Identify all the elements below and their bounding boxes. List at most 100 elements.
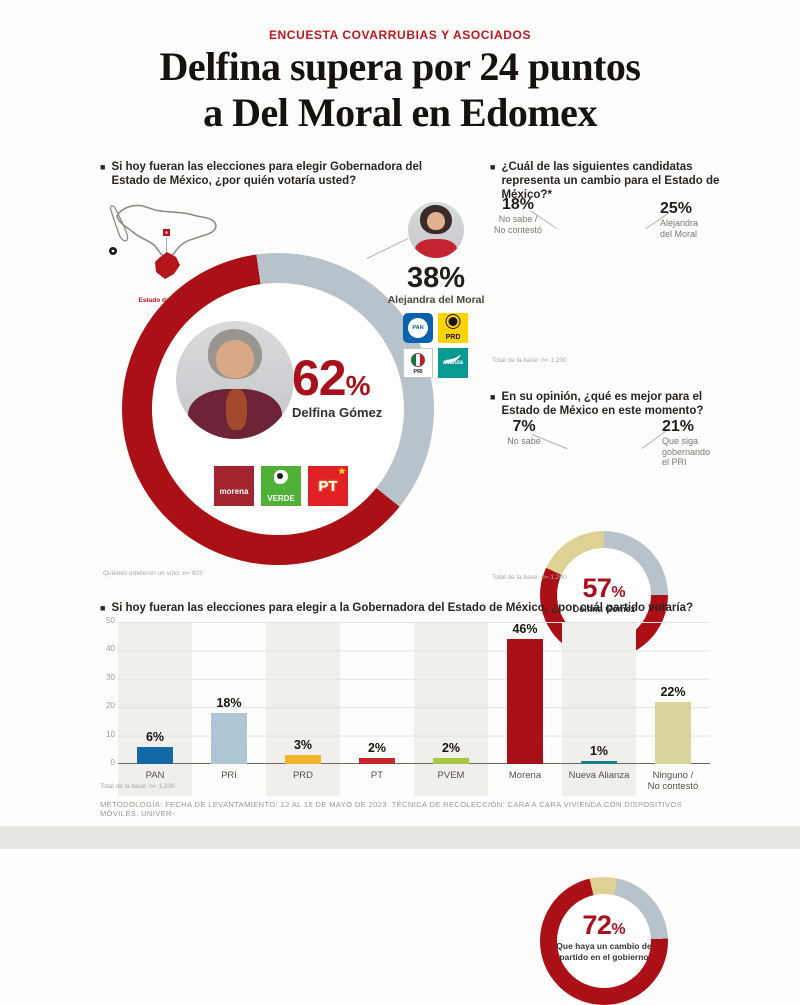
- bar-value-label: 22%: [660, 684, 686, 699]
- center-percentage: 57: [582, 573, 612, 603]
- bar-morena: [507, 639, 543, 764]
- delfina-coalition-logos: morena VERDE ★ PT: [214, 466, 348, 506]
- bar-column-nueva-alianza: 1%: [562, 622, 636, 764]
- bar-column-morena: 46%: [488, 622, 562, 764]
- bar-pt: [359, 758, 395, 764]
- callout-siga-pri: 21% Que siga gobernando el PRI: [662, 418, 732, 468]
- question-text: En su opinión, ¿qué es mejor para el Est…: [501, 391, 704, 417]
- callout-label: Que siga gobernando el PRI: [662, 436, 711, 467]
- question-text: Si hoy fueran las elecciones para elegir…: [111, 602, 694, 614]
- prd-logo-icon: PRD: [438, 313, 468, 343]
- x-axis-label: PAN: [145, 770, 165, 781]
- donut-center-stats: 72% Que haya un cambio de partido en el …: [549, 910, 659, 963]
- methodology-text: METODOLOGÍA: FECHA DE LEVANTAMIENTO: 12 …: [100, 800, 682, 818]
- x-axis-label: Nueva Alianza: [568, 770, 630, 781]
- title-line-1: Delfina supera por 24 puntos: [159, 44, 641, 89]
- footnote-q1: Quienes emitieron un voto: n= 923: [103, 570, 203, 577]
- party-bar-chart: 50 40 30 20 10 0 6% 18% 3% 2% 2% 46% 1% …: [106, 616, 710, 798]
- y-axis-tick: 50: [106, 616, 115, 625]
- nueva-alianza-logo-icon: alianza: [438, 348, 468, 378]
- question-party-vote: ■ Si hoy fueran las elecciones para eleg…: [100, 601, 720, 615]
- callout-no-sabe: 18% No sabe / No contestó: [488, 196, 548, 235]
- callout-label: No sabe: [507, 436, 541, 446]
- callout-percentage: 7%: [512, 418, 536, 435]
- x-axis-label: Morena: [508, 770, 542, 781]
- page-bottom-edge: [0, 826, 800, 849]
- percent-sign: %: [611, 921, 626, 938]
- pan-logo-icon: PAN: [403, 313, 433, 343]
- alejandra-del-moral-photo: [408, 202, 464, 258]
- square-bullet-icon: ■: [100, 162, 106, 172]
- main-percentage: 62: [292, 350, 347, 406]
- moral-coalition-logos: PAN PRD PRI alianza: [403, 313, 469, 378]
- mexico-outline-icon: [109, 204, 217, 279]
- callout-del-moral: 25% Alejandra del Moral: [660, 200, 724, 239]
- x-axis-label: PVEM: [437, 770, 465, 781]
- y-axis-tick: 40: [106, 644, 115, 653]
- callout-percentage: 21%: [662, 418, 695, 435]
- callout-percentage: 38%: [406, 262, 466, 294]
- square-bullet-icon: ■: [490, 392, 496, 402]
- bar-column-pri: 18%: [192, 622, 266, 764]
- x-axis-label: Ninguno / No contestó: [647, 770, 699, 792]
- bar-pri: [211, 712, 247, 764]
- del-moral-callout: 38% Alejandra del Moral PAN PRD PRI alia…: [380, 202, 492, 378]
- callout-candidate-name: Alejandra del Moral: [387, 294, 485, 306]
- question-text: ¿Cuál de las siguientes candidatas repre…: [501, 161, 720, 201]
- percent-sign: %: [611, 584, 626, 601]
- bar-value-label: 46%: [512, 622, 538, 636]
- question-best-for-edomex: ■ En su opinión, ¿qué es mejor para el E…: [490, 390, 725, 418]
- bar-value-label: 1%: [589, 744, 609, 759]
- main-candidate-name: Delfina Gómez: [292, 405, 383, 420]
- bar-column-pan: 6%: [118, 622, 192, 764]
- delfina-gomez-photo: [176, 321, 294, 439]
- bar-value-label: 3%: [293, 738, 313, 753]
- pt-logo-icon: ★ PT: [308, 466, 348, 506]
- donut-center-stats: 57% Delfina Gómez: [540, 573, 668, 615]
- pvem-verde-logo-icon: VERDE: [261, 466, 301, 506]
- callout-label: Alejandra del Moral: [660, 218, 699, 239]
- bar-column-pvem: 2%: [414, 622, 488, 764]
- pri-logo-icon: PRI: [403, 348, 433, 378]
- title-line-2: a Del Moral en Edomex: [203, 90, 597, 135]
- x-axis-label: PRI: [221, 770, 237, 781]
- bar-ninguno: [655, 701, 691, 764]
- y-axis-tick: 20: [106, 701, 115, 710]
- callout-percentage: 25%: [660, 200, 693, 217]
- survey-kicker: ENCUESTA COVARRUBIAS Y ASOCIADOS: [268, 28, 532, 42]
- edomex-shape: [155, 252, 180, 279]
- question-text: Si hoy fueran las elecciones para elegir…: [111, 161, 423, 187]
- bar-value-label: 2%: [441, 741, 461, 756]
- bar-column-prd: 3%: [266, 622, 340, 764]
- y-axis-tick: 30: [106, 673, 115, 682]
- question-voting-intention: ■ Si hoy fueran las elecciones para eleg…: [100, 160, 450, 188]
- bar-value-label: 2%: [367, 741, 387, 756]
- bar-column-ninguno: 22%: [636, 622, 710, 764]
- x-axis-label: PT: [370, 770, 384, 781]
- question-change-candidate: ■ ¿Cuál de las siguientes candidatas rep…: [490, 160, 725, 202]
- callout-no-sabe-q3: 7% No sabe: [498, 418, 550, 447]
- donut-chart-voting-intention: 62% Delfina Gómez morena VERDE ★ PT: [122, 253, 434, 565]
- callout-label: No sabe / No contestó: [493, 214, 543, 235]
- y-axis-tick: 0: [110, 758, 115, 767]
- y-axis-tick: 10: [106, 730, 115, 739]
- square-bullet-icon: ■: [490, 162, 496, 172]
- page-title: Delfina supera por 24 puntos a Del Moral…: [0, 44, 800, 136]
- percent-sign: %: [345, 370, 371, 401]
- bar-pan: [137, 746, 173, 764]
- callout-percentage: 18%: [501, 196, 535, 213]
- x-axis-labels: PAN PRI PRD PT PVEM Morena Nueva Alianza…: [118, 770, 710, 792]
- footnote-q4: Total de la base: n= 1,200: [100, 783, 175, 790]
- donut-chart-best-for-edomex: 72% Que haya un cambio de partido en el …: [540, 877, 668, 1005]
- center-percentage: 72: [582, 910, 612, 940]
- center-label: Que haya un cambio de partido en el gobi…: [556, 941, 652, 962]
- bar-columns: 6% 18% 3% 2% 2% 46% 1% 22%: [118, 622, 710, 764]
- footnote-q3: Total de la base: n= 1,200: [492, 574, 567, 581]
- bar-pvem: [433, 758, 469, 764]
- square-bullet-icon: ■: [100, 603, 106, 613]
- center-label: Delfina Gómez: [572, 604, 636, 614]
- footnote-q2: Total de la base: n= 1,200: [492, 357, 567, 364]
- bar-value-label: 6%: [145, 729, 165, 744]
- bar-prd: [285, 755, 321, 764]
- x-axis-label: PRD: [292, 770, 314, 781]
